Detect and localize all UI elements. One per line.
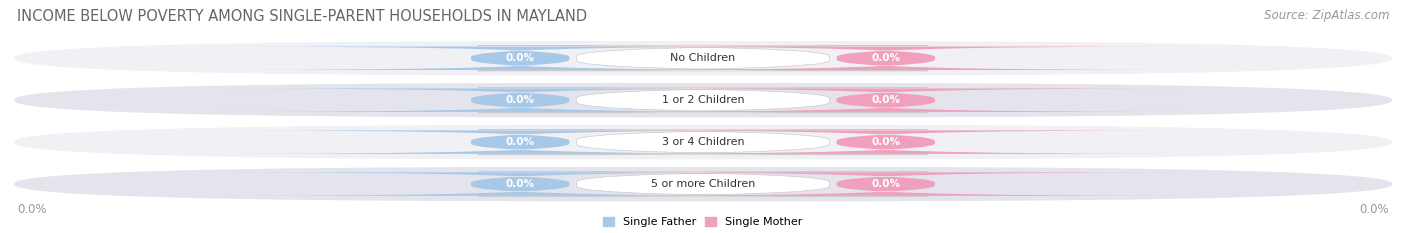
FancyBboxPatch shape — [218, 172, 823, 196]
FancyBboxPatch shape — [218, 130, 823, 154]
Legend: Single Father, Single Mother: Single Father, Single Mother — [603, 217, 803, 227]
Text: 0.0%: 0.0% — [872, 179, 900, 189]
FancyBboxPatch shape — [583, 89, 1188, 112]
FancyBboxPatch shape — [218, 89, 823, 112]
Text: 0.0%: 0.0% — [872, 95, 900, 105]
FancyBboxPatch shape — [218, 47, 823, 70]
Text: 0.0%: 0.0% — [506, 95, 534, 105]
Text: 0.0%: 0.0% — [506, 137, 534, 147]
Text: 3 or 4 Children: 3 or 4 Children — [662, 137, 744, 147]
FancyBboxPatch shape — [14, 125, 1392, 159]
Text: 0.0%: 0.0% — [1360, 203, 1389, 216]
Text: 0.0%: 0.0% — [872, 137, 900, 147]
FancyBboxPatch shape — [478, 130, 928, 155]
Text: Source: ZipAtlas.com: Source: ZipAtlas.com — [1264, 9, 1389, 22]
FancyBboxPatch shape — [14, 167, 1392, 201]
Text: 0.0%: 0.0% — [506, 179, 534, 189]
FancyBboxPatch shape — [583, 130, 1188, 154]
Text: 1 or 2 Children: 1 or 2 Children — [662, 95, 744, 105]
Text: INCOME BELOW POVERTY AMONG SINGLE-PARENT HOUSEHOLDS IN MAYLAND: INCOME BELOW POVERTY AMONG SINGLE-PARENT… — [17, 9, 586, 24]
Text: 0.0%: 0.0% — [506, 53, 534, 63]
FancyBboxPatch shape — [583, 47, 1188, 70]
Text: 0.0%: 0.0% — [872, 53, 900, 63]
Text: 0.0%: 0.0% — [17, 203, 46, 216]
FancyBboxPatch shape — [14, 83, 1392, 117]
FancyBboxPatch shape — [478, 46, 928, 71]
FancyBboxPatch shape — [14, 41, 1392, 75]
Text: No Children: No Children — [671, 53, 735, 63]
FancyBboxPatch shape — [583, 172, 1188, 196]
FancyBboxPatch shape — [478, 171, 928, 197]
FancyBboxPatch shape — [478, 88, 928, 113]
Text: 5 or more Children: 5 or more Children — [651, 179, 755, 189]
